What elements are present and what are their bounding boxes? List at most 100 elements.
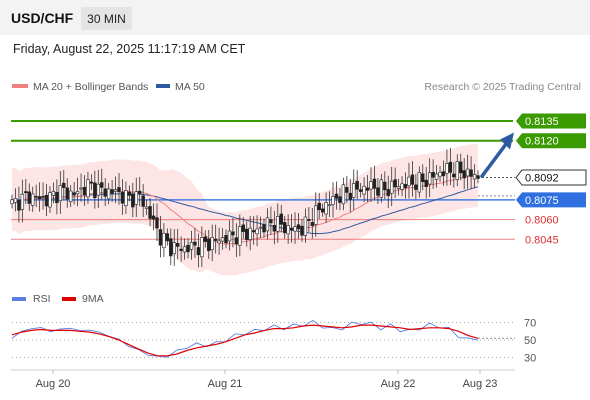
candle (106, 182, 111, 205)
x-axis: Aug 20 Aug 21 Aug 22 Aug 23 (36, 370, 497, 390)
candle (127, 185, 132, 202)
candle (72, 182, 76, 205)
candle (434, 164, 439, 188)
ma50-line (11, 186, 479, 234)
candle (396, 178, 401, 196)
candle (231, 218, 235, 248)
ma20-legend-label: MA 20 + Bollinger Bands (33, 81, 148, 93)
level-label-0.8135-text: 0.8135 (525, 116, 559, 128)
candle (362, 177, 366, 203)
candle (376, 178, 380, 205)
candle (296, 213, 301, 240)
candle (148, 198, 152, 227)
candle (20, 179, 25, 223)
candle (196, 233, 201, 268)
candle (476, 170, 480, 184)
candle (120, 179, 125, 215)
candle (427, 158, 432, 198)
candle (162, 223, 166, 257)
candle (448, 147, 453, 186)
candle (193, 227, 197, 258)
candle (459, 153, 463, 181)
candle (207, 230, 211, 259)
candle (13, 188, 18, 212)
forecast-arrow (480, 132, 514, 178)
forecast-arrow-shaft (480, 139, 510, 178)
candle (445, 149, 449, 186)
rsi-ma-legend-swatch (62, 297, 76, 301)
candle (338, 188, 342, 211)
candle (324, 192, 328, 224)
candle (262, 218, 266, 238)
candle (400, 176, 404, 197)
candle (358, 182, 363, 198)
rsi-tick-70: 70 (524, 318, 536, 330)
candle (41, 182, 45, 210)
candle (327, 191, 332, 217)
candle (293, 212, 297, 244)
candle (89, 174, 94, 191)
forecast-arrow-head (500, 132, 514, 150)
candle (438, 165, 442, 182)
bollinger-bands (12, 143, 478, 276)
candle (100, 168, 104, 200)
candle (455, 154, 459, 187)
candle (289, 214, 294, 243)
candle (217, 227, 221, 255)
candle (365, 174, 370, 202)
candle (55, 179, 59, 215)
candle (452, 162, 456, 188)
candle (472, 164, 477, 189)
candle (258, 216, 263, 238)
candle (286, 214, 290, 244)
rsi-tick-30: 30 (524, 353, 536, 365)
candle (175, 228, 180, 260)
candle (213, 224, 218, 254)
candle (151, 203, 156, 231)
symbol-title: USD/CHF (11, 10, 74, 26)
candle (255, 215, 259, 247)
candle (103, 178, 107, 206)
rsi-legend-swatch (12, 297, 26, 301)
level-label-0.8075: 0.8075 (516, 192, 586, 208)
price-level-labels: 0.8135 0.8120 0.8075 0.8060 0.8045 0.8092 (515, 113, 587, 246)
candle (424, 167, 428, 199)
candle (251, 216, 256, 245)
candle (414, 174, 418, 200)
candle (303, 208, 308, 243)
candle (203, 230, 208, 248)
candle (431, 159, 435, 189)
candle (48, 186, 52, 213)
candle (189, 230, 194, 260)
candle (10, 194, 14, 209)
candle (172, 229, 176, 266)
level-label-0.8075-text: 0.8075 (525, 195, 559, 207)
current-price-text: 0.8092 (525, 173, 559, 185)
timeframe-badge[interactable] (81, 7, 132, 30)
candle (27, 183, 31, 212)
candle (355, 170, 359, 200)
candle (165, 228, 170, 246)
timeframe-label: 30 MIN (87, 12, 126, 26)
rsi-pane: 70 50 30 (11, 318, 536, 365)
candle (465, 154, 470, 189)
candle (79, 173, 83, 202)
candle (158, 216, 163, 258)
candle (113, 176, 118, 204)
candle (169, 228, 173, 266)
candle (117, 173, 121, 205)
bollinger-band-area (12, 143, 478, 276)
candle (334, 181, 339, 210)
ma50-legend-label: MA 50 (175, 81, 205, 93)
candle (134, 177, 138, 218)
candle (182, 238, 187, 260)
level-label-0.8135: 0.8135 (516, 113, 586, 129)
candle (51, 182, 56, 204)
candle (314, 192, 318, 237)
level-label-0.8060: 0.8060 (525, 215, 559, 227)
candle (345, 175, 349, 203)
candlesticks (10, 147, 480, 268)
candle (462, 158, 466, 190)
candle (144, 199, 149, 216)
